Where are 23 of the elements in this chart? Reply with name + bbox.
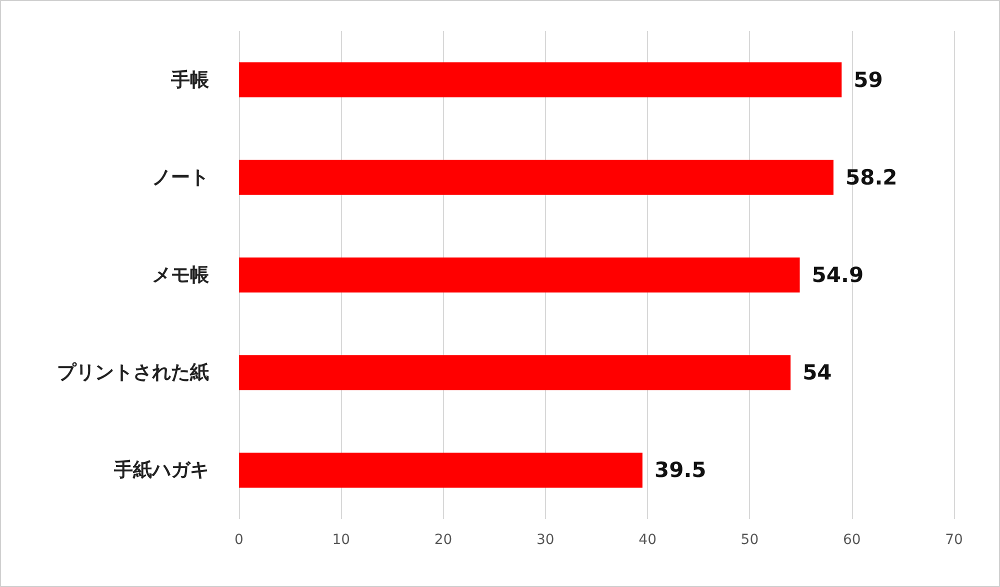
data-label: 59: [854, 68, 883, 92]
x-tick-label: 40: [638, 532, 656, 548]
y-tick-label: ノート: [152, 166, 209, 188]
data-label: 54.9: [812, 263, 864, 287]
y-tick-label: 手紙ハガキ: [113, 459, 209, 482]
x-tick-label: 10: [332, 532, 350, 548]
x-tick-label: 70: [945, 532, 963, 548]
y-tick-label: プリントされた紙: [57, 362, 209, 384]
y-tick-label: 手帳: [170, 68, 210, 91]
x-tick-label: 30: [536, 532, 554, 548]
data-label: 39.5: [654, 458, 706, 482]
x-tick-label: 50: [740, 532, 759, 548]
x-tick-label: 60: [842, 532, 861, 548]
bar: [239, 62, 842, 98]
data-label: 54: [802, 360, 832, 385]
x-tick-label: 0: [234, 532, 244, 548]
bar: [239, 258, 800, 292]
bar: [239, 452, 642, 488]
bar: [239, 160, 834, 195]
y-tick-label: メモ帳: [152, 264, 210, 286]
bar: [239, 355, 791, 390]
data-label: 58.2: [845, 165, 898, 190]
x-tick-label: 20: [434, 532, 452, 548]
